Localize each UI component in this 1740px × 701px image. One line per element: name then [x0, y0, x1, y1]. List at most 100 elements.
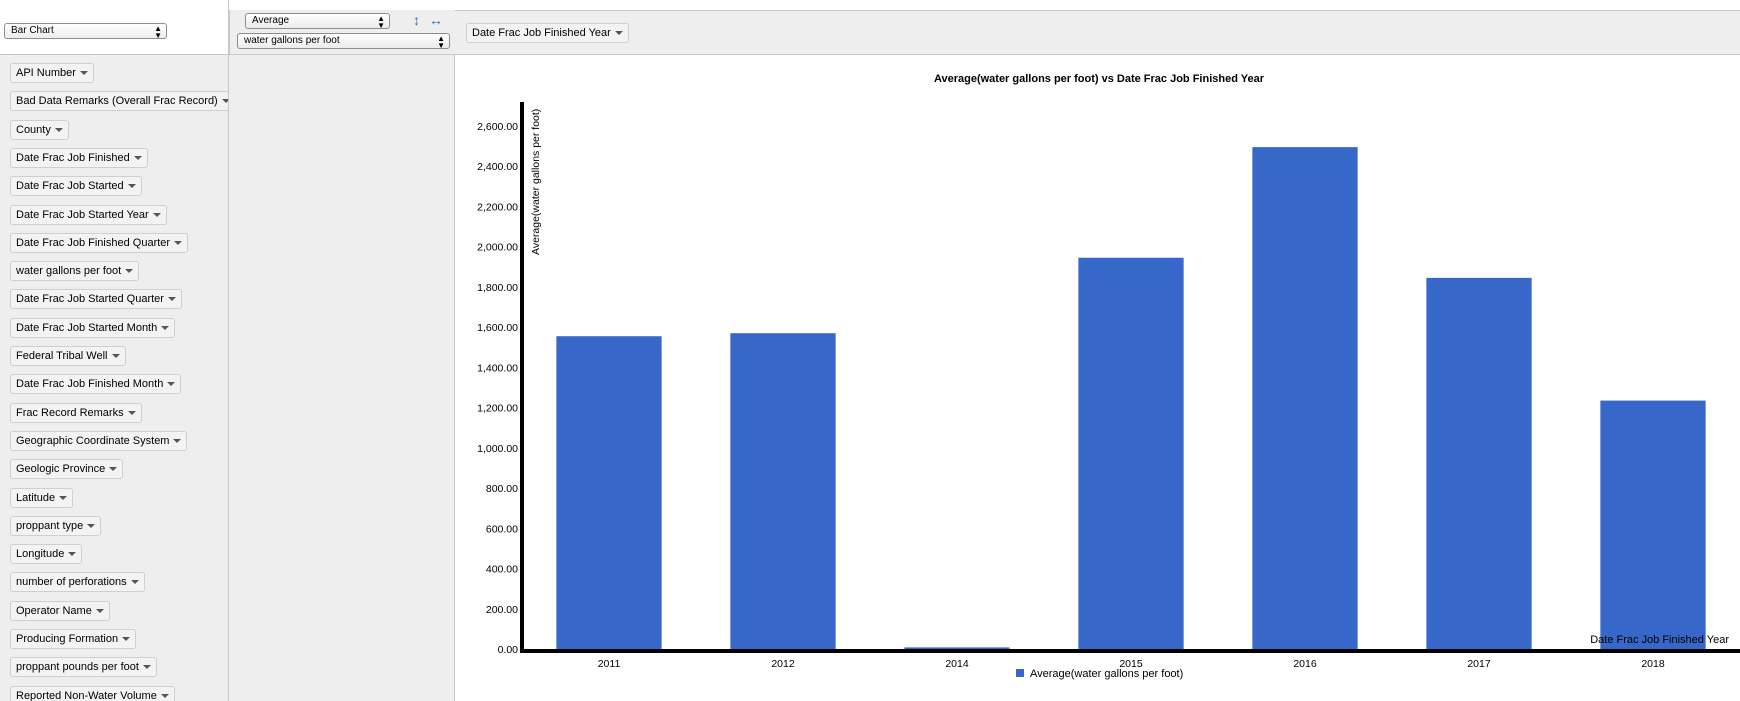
bars [556, 147, 1706, 649]
attribute-pill[interactable]: Operator Name [10, 600, 110, 621]
attribute-pill[interactable]: number of perforations [10, 572, 145, 593]
legend-swatch [1016, 669, 1024, 677]
attribute-pill[interactable]: Date Frac Job Finished Quarter [10, 232, 189, 253]
y-tick-label: 1,800.00 [477, 282, 518, 294]
column-attribute-label: Date Frac Job Finished Year [472, 27, 611, 39]
y-tick-label: 1,200.00 [477, 403, 518, 415]
aggregator-attribute-select[interactable]: water gallons per foot ▲ ▼ [237, 33, 450, 49]
dropdown-caret-icon[interactable] [125, 269, 134, 274]
dropdown-caret-icon[interactable] [54, 127, 63, 132]
x-tick-label: 2014 [945, 658, 969, 670]
x-axis-ticks: 2011 2012 2014 2015 2016 2017 2018 [598, 658, 1665, 670]
col-order-toggle-icon[interactable]: ↔ [429, 12, 443, 28]
dropdown-caret-icon[interactable] [614, 31, 623, 36]
dropdown-caret-icon[interactable] [122, 637, 131, 642]
attribute-pill[interactable]: water gallons per foot [10, 261, 140, 282]
attribute-pill-label: Date Frac Job Started [16, 180, 124, 193]
y-tick-label: 1,600.00 [477, 322, 518, 334]
dropdown-caret-icon[interactable] [127, 184, 136, 189]
aggregator-select[interactable]: Average ▲ ▼ [245, 13, 390, 29]
attribute-pill[interactable]: Producing Formation [10, 629, 137, 649]
attribute-pill[interactable]: Date Frac Job Finished Month [10, 374, 182, 395]
bar-2015[interactable] [1078, 257, 1184, 649]
attribute-pill-label: Federal Tribal Well [16, 350, 108, 362]
dropdown-caret-icon[interactable] [160, 693, 169, 698]
attribute-pill-label: Date Frac Job Started Quarter [16, 293, 164, 306]
attribute-pill-label: Date Frac Job Finished Month [16, 378, 164, 391]
attribute-pill[interactable]: Latitude [10, 487, 74, 508]
dropdown-caret-icon[interactable] [109, 467, 118, 472]
attribute-pill[interactable]: Date Frac Job Started Quarter [10, 289, 182, 310]
attribute-pill-label: Longitude [16, 548, 65, 561]
attribute-pill-label: number of perforations [16, 576, 127, 589]
dropdown-caret-icon[interactable] [161, 325, 170, 330]
dropdown-caret-icon[interactable] [79, 71, 88, 76]
dropdown-caret-icon[interactable] [142, 665, 151, 670]
y-tick-label: 2,400.00 [477, 161, 518, 173]
renderer-select[interactable]: Bar Chart ▲ ▼ [4, 23, 167, 39]
y-tick-label: 400.00 [486, 564, 518, 576]
dropdown-caret-icon[interactable] [221, 99, 228, 104]
bar-2012[interactable] [730, 333, 836, 649]
attribute-pill[interactable]: Date Frac Job Started Year [10, 204, 167, 225]
select-arrows-icon: ▲ ▼ [154, 24, 162, 39]
attribute-pill[interactable]: Date Frac Job Started [10, 176, 142, 197]
dropdown-caret-icon[interactable] [127, 410, 136, 415]
aggregator-select-value: Average [252, 15, 290, 26]
attribute-pill[interactable]: Geographic Coordinate System [10, 430, 188, 451]
attribute-pill[interactable]: Reported Non-Water Volume [10, 685, 175, 701]
attribute-pill[interactable]: proppant type [10, 515, 102, 536]
x-tick-label: 2011 [598, 658, 621, 670]
select-arrows-icon: ▲ ▼ [437, 34, 445, 49]
attribute-pill[interactable]: Date Frac Job Finished [10, 147, 148, 168]
attribute-pill-label: Latitude [16, 491, 56, 504]
bar-2016[interactable] [1252, 147, 1358, 649]
attribute-pill[interactable]: Date Frac Job Started Month [10, 317, 176, 338]
attribute-pill[interactable]: Longitude [10, 544, 83, 565]
dropdown-caret-icon[interactable] [95, 608, 104, 613]
attribute-pill[interactable]: Bad Data Remarks (Overall Frac Record) [10, 91, 228, 112]
bar-2014[interactable] [904, 647, 1010, 649]
y-tick-label: 2,000.00 [477, 242, 518, 254]
bar-2011[interactable] [556, 336, 662, 649]
column-attribute-pill[interactable]: Date Frac Job Finished Year [466, 23, 629, 43]
aggregator-panel: Average ▲ ▼ ↕ ↔ water gallons per foot ▲ ▼ [229, 10, 455, 55]
y-tick-label: 800.00 [486, 483, 518, 495]
attribute-pill-label: proppant type [16, 519, 84, 532]
y-tick-label: 2,600.00 [477, 121, 518, 133]
bar-chart: Average(water gallons per foot) vs Date … [477, 73, 1740, 680]
chart-title: Average(water gallons per foot) vs Date … [934, 73, 1265, 85]
column-drop-area[interactable]: Date Frac Job Finished Year [455, 10, 1740, 55]
attribute-pill[interactable]: proppant pounds per foot [10, 657, 157, 678]
y-axis-label: Average(water gallons per foot) [530, 109, 542, 255]
dropdown-caret-icon[interactable] [111, 354, 120, 359]
dropdown-caret-icon[interactable] [87, 523, 96, 528]
bar-2017[interactable] [1426, 277, 1532, 649]
attribute-pill[interactable]: Federal Tribal Well [10, 346, 126, 366]
attribute-pill[interactable]: County [10, 119, 69, 140]
attribute-pill-label: Bad Data Remarks (Overall Frac Record) [16, 95, 218, 108]
dropdown-caret-icon[interactable] [68, 552, 77, 557]
attribute-pill[interactable]: Frac Record Remarks [10, 402, 142, 423]
row-order-toggle-icon[interactable]: ↕ [413, 12, 420, 28]
dropdown-caret-icon[interactable] [130, 580, 139, 585]
renderer-panel: Bar Chart ▲ ▼ [0, 0, 229, 55]
y-tick-label: 1,400.00 [477, 362, 518, 374]
dropdown-caret-icon[interactable] [152, 212, 161, 217]
dropdown-caret-icon[interactable] [173, 438, 182, 443]
x-tick-label: 2015 [1119, 658, 1143, 670]
bar-2018[interactable] [1600, 400, 1706, 649]
dropdown-caret-icon[interactable] [167, 297, 176, 302]
attribute-pill-label: Date Frac Job Started Year [16, 208, 149, 221]
dropdown-caret-icon[interactable] [167, 382, 176, 387]
attribute-pill[interactable]: API Number [10, 63, 94, 83]
attribute-pill-label: Geologic Province [16, 463, 106, 476]
dropdown-caret-icon[interactable] [174, 240, 183, 245]
dropdown-caret-icon[interactable] [133, 155, 142, 160]
row-drop-area[interactable] [229, 55, 455, 701]
y-tick-label: 600.00 [486, 523, 518, 535]
x-axis-label: Date Frac Job Finished Year [1590, 634, 1729, 646]
dropdown-caret-icon[interactable] [59, 495, 68, 500]
attribute-pill[interactable]: Geologic Province [10, 459, 124, 480]
legend-label: Average(water gallons per foot) [1030, 668, 1183, 680]
